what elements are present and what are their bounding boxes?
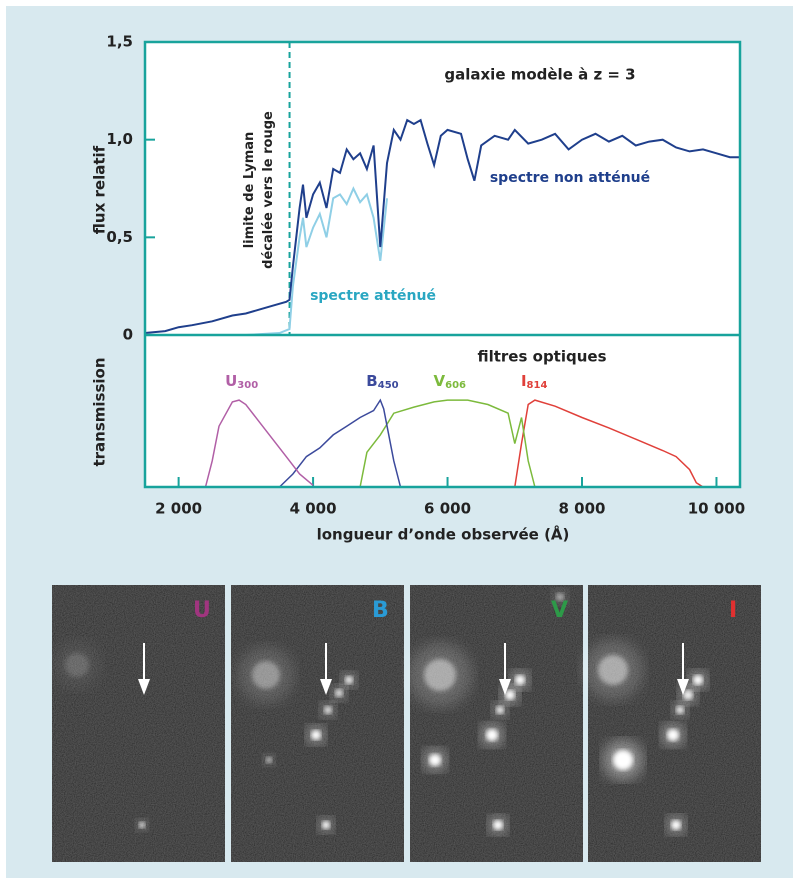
series-label: spectre non atténué xyxy=(490,170,650,186)
source xyxy=(311,730,321,740)
source xyxy=(266,757,272,763)
source xyxy=(493,820,503,830)
filter-name: U xyxy=(225,372,237,390)
filters-title: filtres optiques xyxy=(477,348,606,366)
x-axis-label: longueur d’onde observée (Å) xyxy=(317,525,570,544)
image-noise xyxy=(231,585,404,862)
figure: 0 0,5 1,0 1,5 limite de Lyman décalée vers le… xyxy=(0,0,799,884)
x-tick-label: 10 000 xyxy=(688,500,745,518)
source xyxy=(139,822,145,828)
source xyxy=(335,689,343,697)
x-tick-label: 6 000 xyxy=(424,500,471,518)
band-label: V xyxy=(551,598,568,623)
filter-subscript: 814 xyxy=(527,380,548,391)
y-axis-label: transmission xyxy=(91,357,109,466)
source xyxy=(496,706,504,714)
source xyxy=(693,675,703,685)
source xyxy=(667,729,679,741)
series-label: spectre atténué xyxy=(310,288,436,304)
annotation: limite de Lyman xyxy=(242,132,257,249)
band-label: B xyxy=(372,598,389,623)
band-label: I xyxy=(729,598,737,623)
source xyxy=(671,820,681,830)
source xyxy=(683,690,693,700)
filter-name: B xyxy=(366,372,377,390)
source xyxy=(486,729,498,741)
source xyxy=(505,690,515,700)
source xyxy=(324,706,332,714)
filter-subscript: 606 xyxy=(445,380,466,391)
source xyxy=(252,661,280,689)
source xyxy=(598,655,628,685)
y-tick-label: 1,0 xyxy=(106,130,133,148)
source xyxy=(322,821,330,829)
x-tick-label: 8 000 xyxy=(559,500,606,518)
y-axis-label: flux relatif xyxy=(91,145,109,234)
filter-name: V xyxy=(434,372,446,390)
band-label: U xyxy=(193,598,211,623)
y-tick-label: 0 xyxy=(123,326,133,344)
filter-subscript: 300 xyxy=(237,380,258,391)
source xyxy=(515,675,525,685)
source xyxy=(676,706,684,714)
x-tick-label: 2 000 xyxy=(155,500,202,518)
source xyxy=(429,754,441,766)
y-tick-label: 1,5 xyxy=(106,33,133,51)
source xyxy=(65,653,89,677)
x-tick-label: 4 000 xyxy=(290,500,337,518)
source xyxy=(613,750,633,770)
filter-subscript: 450 xyxy=(378,380,399,391)
plot-area xyxy=(145,42,740,487)
y-tick-label: 0,5 xyxy=(106,228,133,246)
annotation: décalée vers le rouge xyxy=(261,111,276,269)
source xyxy=(424,659,456,691)
source xyxy=(345,676,353,684)
spectrum-title: galaxie modèle à z = 3 xyxy=(444,66,635,84)
